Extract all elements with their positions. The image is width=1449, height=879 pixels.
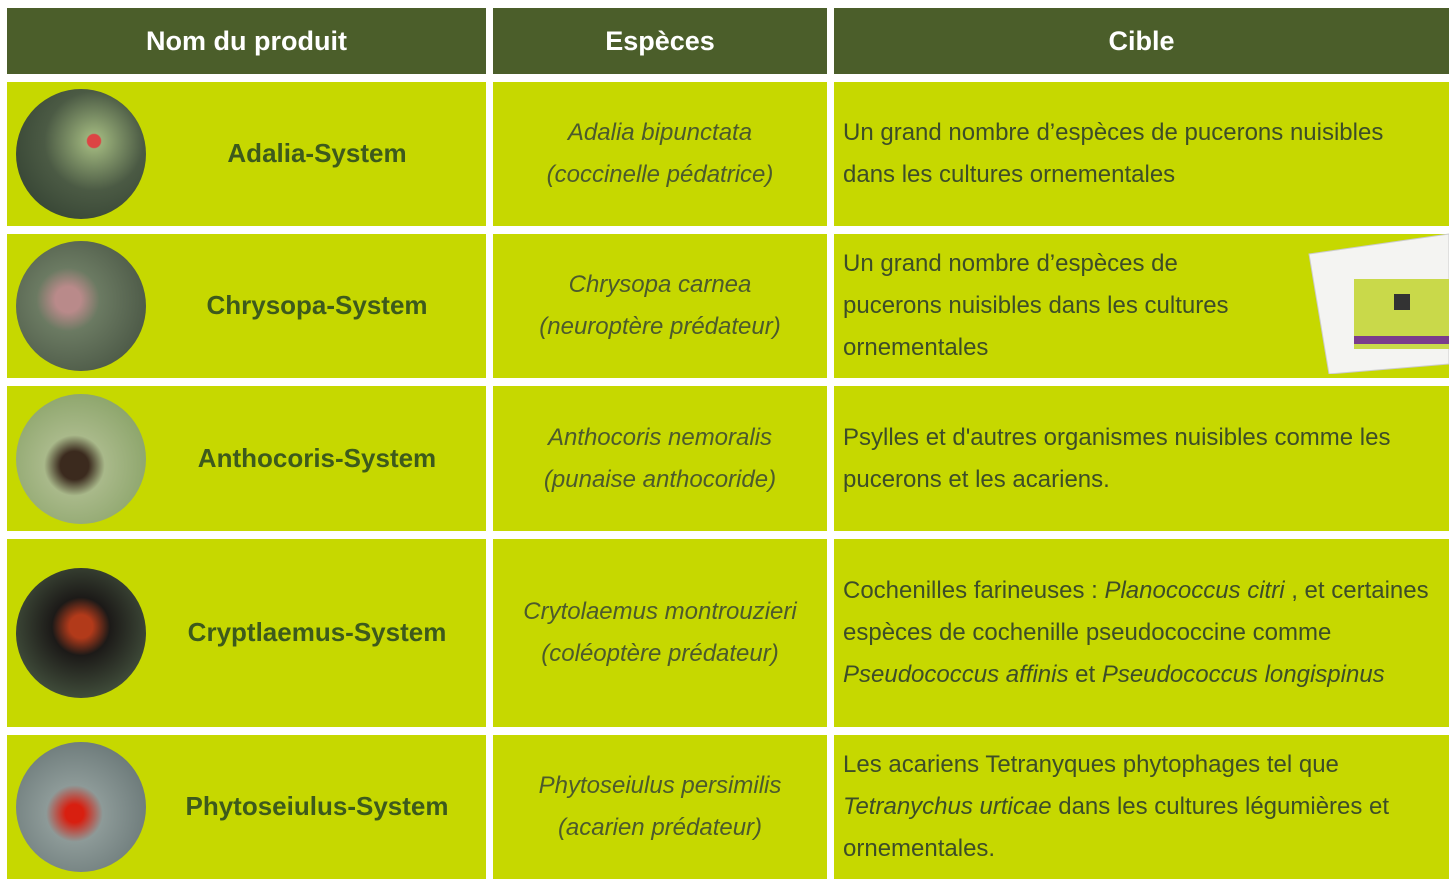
header-cell: Espèces: [493, 8, 827, 74]
target-text: Psylles et d'autres organismes nuisibles…: [843, 417, 1433, 501]
target-segment: Un grand nombre d’espèces de pucerons nu…: [843, 250, 1229, 361]
species-line: Phytoseiulus persimilis: [538, 772, 782, 799]
product-cell: Chrysopa-System: [7, 234, 486, 378]
target-segment: Planococcus citri: [1104, 577, 1285, 604]
header-cell: Cible: [834, 8, 1449, 74]
product-name: Phytoseiulus-System: [185, 791, 449, 821]
species-cell: Chrysopa carnea (neuroptère prédateur): [493, 234, 827, 378]
bucket-icon: [1308, 233, 1449, 375]
header-cell: Nom du produit: [7, 8, 486, 74]
product-cell: Phytoseiulus-System: [7, 735, 486, 879]
product-name: Cryptlaemus-System: [187, 617, 447, 647]
target-segment: Tetranychus urticae: [843, 793, 1052, 820]
target-cell: Psylles et d'autres organismes nuisibles…: [834, 386, 1449, 531]
product-image: [16, 742, 146, 872]
target-segment: Un grand nombre d’espèces de pucerons nu…: [843, 119, 1384, 188]
target-segment: , et certaines espèces de cochenille pse…: [843, 577, 1429, 646]
target-segment: Les acariens Tetranyques phytophages tel…: [843, 751, 1339, 778]
product-name: Chrysopa-System: [206, 290, 428, 320]
species-line: (punaise anthocoride): [543, 465, 777, 493]
species-line: (acarien prédateur): [557, 814, 763, 841]
target-text: Un grand nombre d’espèces de pucerons nu…: [843, 243, 1273, 369]
target-segment: et: [1068, 661, 1102, 688]
species-cell: Adalia bipunctata (coccinelle pédatrice): [493, 82, 827, 226]
product-bucket: [1299, 224, 1449, 375]
product-image: [16, 241, 146, 371]
product-cell: Adalia-System: [7, 82, 486, 226]
target-segment: Cochenilles farineuses :: [843, 577, 1105, 604]
species-line: Adalia bipunctata: [567, 119, 753, 146]
bucket-stripe: [1354, 336, 1449, 344]
product-cell: Cryptlaemus-System: [7, 539, 486, 727]
target-text: Les acariens Tetranyques phytophages tel…: [843, 744, 1433, 870]
target-segment: dans les cultures légumières et ornement…: [843, 793, 1390, 862]
target-text: Cochenilles farineuses : Planococcus cit…: [843, 570, 1433, 696]
species-line: (coccinelle pédatrice): [546, 161, 774, 188]
species-cell: Phytoseiulus persimilis (acarien prédateu…: [493, 735, 827, 879]
product-cell: Anthocoris-System: [7, 386, 486, 531]
species-line: (neuroptère prédateur): [539, 313, 781, 340]
species-line: Anthocoris nemoralis: [547, 423, 773, 451]
target-cell: Un grand nombre d’espèces de pucerons nu…: [834, 233, 1449, 378]
species-cell: Crytolaemus montrouzieri (coléoptère préd…: [493, 539, 827, 727]
bucket-qr: [1394, 294, 1410, 310]
product-name: Adalia-System: [227, 138, 407, 168]
target-segment: Psylles et d'autres organismes nuisibles…: [843, 423, 1391, 493]
product-name: Anthocoris-System: [197, 442, 437, 473]
target-segment: Pseudococcus affinis: [843, 661, 1069, 688]
target-cell: Un grand nombre d’espèces de pucerons nu…: [834, 82, 1449, 226]
target-text: Un grand nombre d’espèces de pucerons nu…: [843, 112, 1433, 196]
product-image: [16, 89, 146, 219]
target-cell: Les acariens Tetranyques phytophages tel…: [834, 735, 1449, 879]
target-segment: Pseudococcus longispinus: [1101, 661, 1385, 688]
product-image: [16, 568, 146, 698]
species-line: Crytolaemus montrouzieri: [523, 598, 797, 625]
species-line: (coléoptère prédateur): [541, 640, 779, 667]
species-line: Chrysopa carnea: [568, 271, 752, 298]
species-cell: Anthocoris nemoralis (punaise anthocoride…: [493, 386, 827, 531]
product-image: [16, 393, 146, 524]
target-cell: Cochenilles farineuses : Planococcus cit…: [834, 539, 1449, 727]
